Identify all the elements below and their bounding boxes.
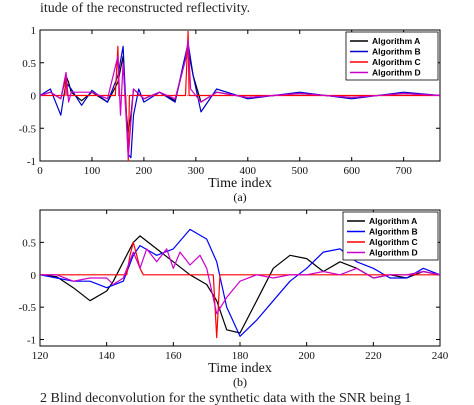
- chart-a: 0 100 200 300 400 500 600 700 -1 -0.5 0 0.5 1 Algorit…: [19, 25, 441, 204]
- x-axis-label: Time index: [208, 361, 272, 376]
- legend-label: Algorithm A: [369, 216, 417, 226]
- series-line-algorithm-b: [39, 228, 441, 337]
- x-tick-label: 0: [37, 165, 43, 177]
- bottom-caption-text: 2 Blind deconvolution for the synthetic …: [40, 391, 411, 405]
- legend-label: Algorithm D: [372, 68, 421, 78]
- legend-label: Algorithm A: [372, 36, 420, 46]
- legend-label: Algorithm B: [369, 227, 418, 237]
- y-tick-label: 0: [31, 270, 37, 282]
- legend-label: Algorithm C: [372, 57, 421, 67]
- legend-label: Algorithm D: [369, 248, 418, 258]
- series-line-algorithm-b: [39, 42, 441, 159]
- x-tick-label: 140: [98, 350, 115, 362]
- x-tick-label: 200: [136, 165, 153, 177]
- y-tick-label: -1: [27, 335, 36, 347]
- y-tick-label: -0.5: [19, 123, 37, 135]
- x-tick-label: 300: [188, 165, 205, 177]
- top-caption-text: itude of the reconstructed reflectivity.: [40, 1, 250, 16]
- x-tick-label: 100: [84, 165, 101, 177]
- x-tick-label: 220: [365, 350, 382, 362]
- x-tick-label: 400: [240, 165, 257, 177]
- x-tick-label: 160: [165, 350, 182, 362]
- y-tick-label: 0.5: [22, 237, 36, 249]
- x-tick-label: 700: [395, 165, 412, 177]
- chart-b: 120 140 160 180 200 220 240 -1 -0.5 0 0.5 Algorithm…: [19, 209, 449, 389]
- legend-label: Algorithm C: [369, 237, 418, 247]
- series-line-algorithm-d: [40, 248, 441, 315]
- x-tick-label: 200: [298, 350, 315, 362]
- legend-label: Algorithm B: [372, 47, 421, 57]
- panel-caption: (b): [233, 375, 247, 389]
- x-tick-label: 120: [32, 350, 49, 362]
- x-tick-label: 500: [291, 165, 308, 177]
- x-tick-label: 600: [343, 165, 360, 177]
- x-axis-label: Time index: [208, 176, 272, 191]
- x-tick-label: 240: [432, 350, 449, 362]
- y-tick-label: 1: [31, 25, 37, 37]
- x-tick-label: 180: [232, 350, 249, 362]
- y-tick-label: -0.5: [19, 302, 37, 314]
- y-tick-label: 0.5: [22, 58, 36, 70]
- y-tick-label: -1: [27, 156, 36, 168]
- series-line-algorithm-d: [39, 39, 441, 159]
- y-tick-label: 0: [31, 91, 37, 103]
- panel-caption: (a): [233, 190, 246, 204]
